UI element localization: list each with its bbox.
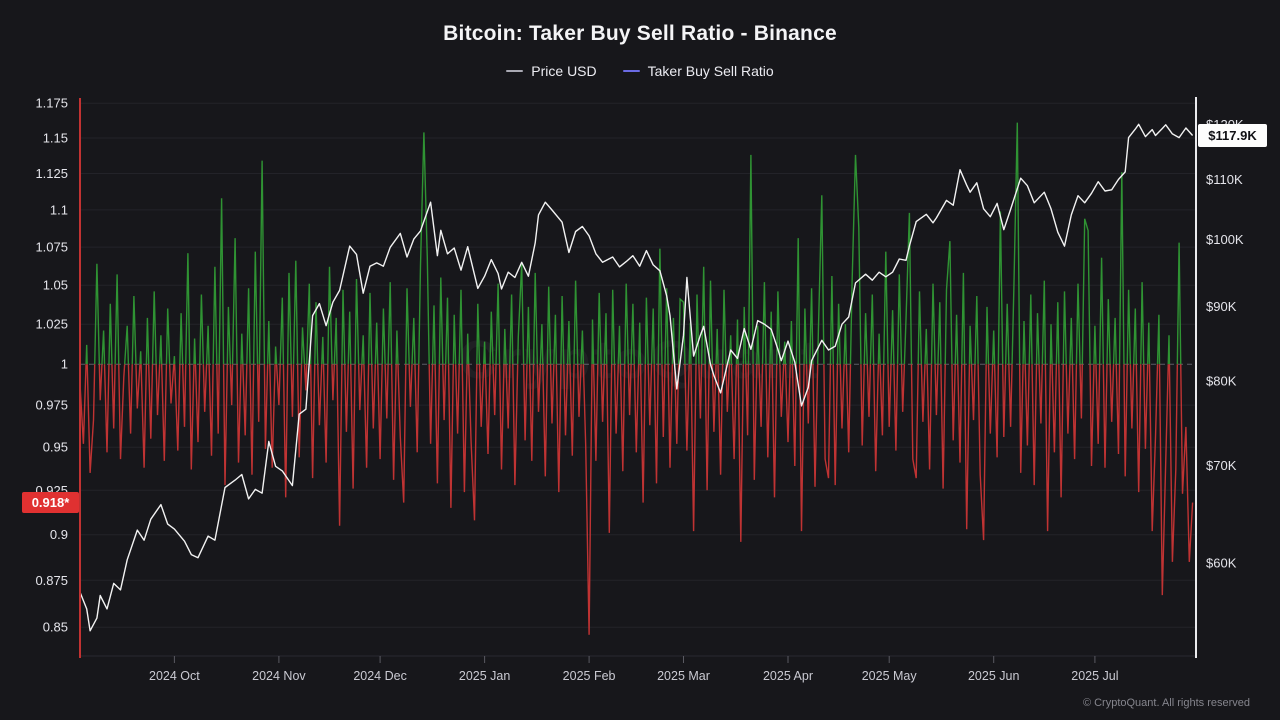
x-axis-label: 2025 May [862,669,918,683]
page-title: Bitcoin: Taker Buy Sell Ratio - Binance [443,22,837,45]
left-axis-tick-label: 1.15 [43,131,68,146]
right-axis-tick-label: $110K [1206,172,1243,187]
left-axis-tick-label: 0.9 [50,527,68,542]
x-axis-label: 2025 Feb [563,669,616,683]
left-axis-tick-label: 1.1 [50,202,68,217]
right-axis-tick-label: $80K [1206,373,1237,388]
x-axis-label: 2025 Jun [968,669,1019,683]
left-axis-tick-label: 1.075 [35,240,68,255]
price-line-swatch-icon [506,70,524,72]
left-axis-tick-label: 0.975 [35,398,68,413]
x-axis-label: 2025 Jan [459,669,510,683]
x-axis-label: 2025 Apr [763,669,813,683]
left-axis-tick-label: 0.95 [43,440,68,455]
ratio-line-down [79,364,1194,635]
legend-item-price[interactable]: Price USD [506,63,597,79]
x-axis-label: 2024 Oct [149,669,200,683]
right-axis-tick-label: $60K [1206,556,1237,571]
current-ratio-badge: 0.918* [22,492,79,514]
legend: Price USD Taker Buy Sell Ratio [0,63,1280,79]
right-axis-tick-label: $100K [1206,232,1244,247]
x-axis-label: 2025 Jul [1071,669,1118,683]
legend-item-ratio[interactable]: Taker Buy Sell Ratio [622,63,774,79]
left-axis-tick-label: 1.025 [35,317,68,332]
right-axis-tick-label: $90K [1206,299,1237,314]
left-axis-tick-label: 0.85 [43,620,68,635]
x-axis-label: 2025 Mar [657,669,710,683]
current-price-badge: $117.9K [1198,123,1267,147]
right-axis-tick-label: $70K [1206,458,1237,473]
left-axis-tick-label: 1.05 [43,278,68,293]
x-axis-label: 2024 Nov [252,669,306,683]
legend-label-price: Price USD [531,63,597,79]
left-axis-tick-label: 1.125 [35,166,68,181]
left-axis-tick-label: 0.875 [35,573,68,588]
x-axis-label: 2024 Dec [353,669,407,683]
copyright-notice: © CryptoQuant. All rights reserved [1082,697,1250,709]
price-line [79,123,1194,632]
ratio-line-swatch-icon [622,70,640,72]
legend-label-ratio: Taker Buy Sell Ratio [647,63,774,79]
left-axis-tick-label: 1.175 [35,96,68,111]
ratio-line-up [85,122,1182,365]
left-axis-tick-label: 1 [61,357,68,372]
